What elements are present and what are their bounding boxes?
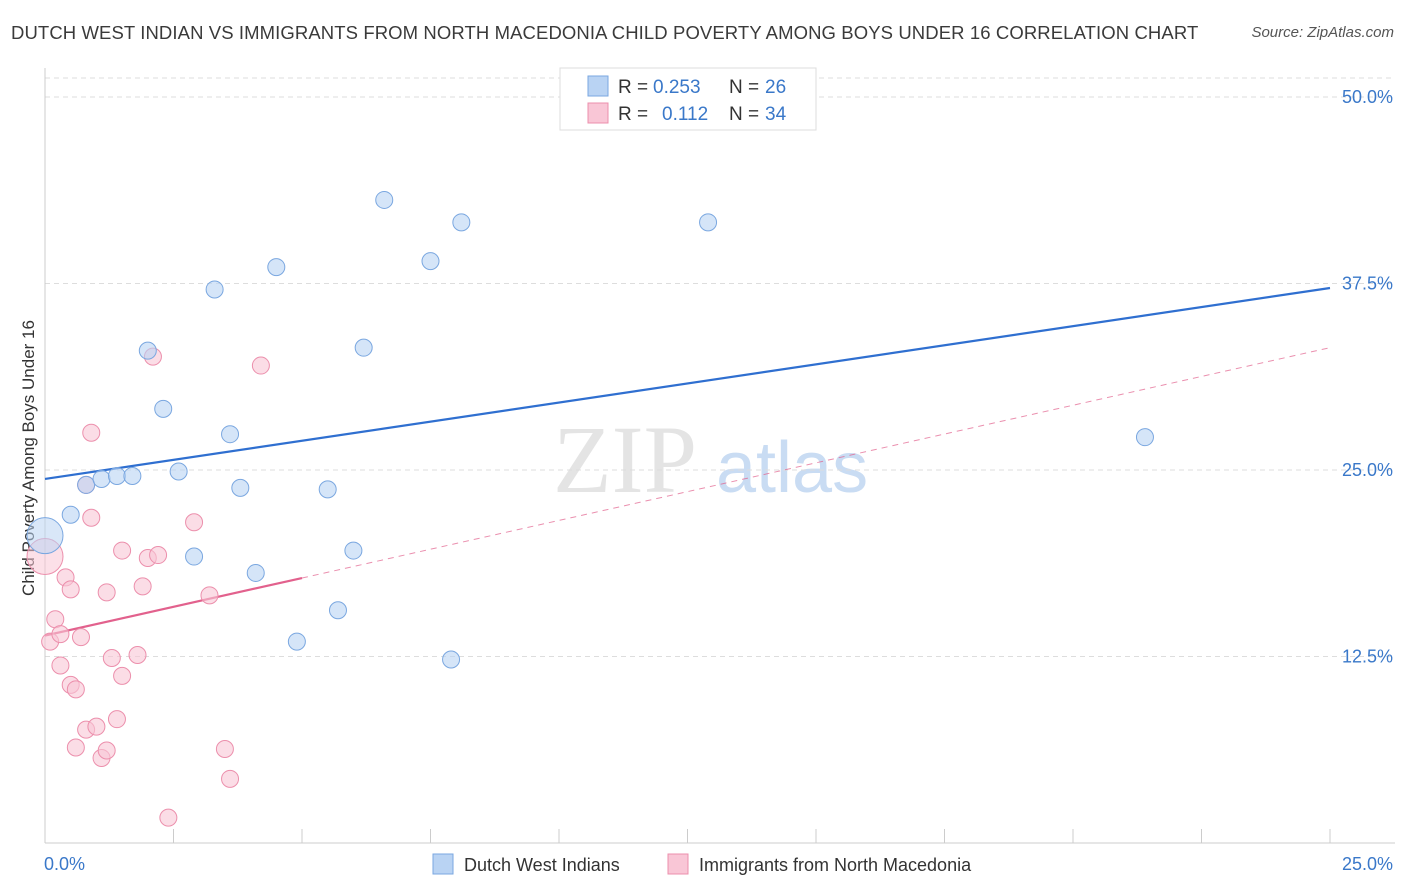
trend-line-dutch-west-indians bbox=[44, 286, 1331, 481]
series-legend: Dutch West Indians Immigrants from North… bbox=[432, 853, 972, 875]
point-north-macedonia bbox=[200, 586, 219, 605]
point-dutch-west-indians bbox=[452, 213, 471, 232]
source-label: Source: ZipAtlas.com bbox=[1251, 24, 1394, 41]
watermark-atlas: atlas bbox=[716, 428, 868, 508]
point-dutch-west-indians bbox=[1135, 428, 1154, 447]
bottom-legend-swatch-blue bbox=[432, 853, 454, 875]
point-dutch-west-indians bbox=[375, 190, 394, 209]
point-north-macedonia bbox=[97, 741, 116, 760]
point-dutch-west-indians bbox=[92, 469, 111, 488]
y-tick-label-1: 25.0% bbox=[1342, 460, 1393, 480]
point-north-macedonia bbox=[251, 356, 270, 375]
point-north-macedonia bbox=[159, 808, 178, 827]
point-dutch-west-indians bbox=[442, 650, 461, 669]
legend-swatch-blue bbox=[587, 75, 609, 97]
point-dutch-west-indians bbox=[26, 517, 64, 555]
y-tick-label-2: 37.5% bbox=[1342, 274, 1393, 294]
axes bbox=[44, 68, 1395, 844]
point-north-macedonia bbox=[128, 646, 147, 665]
x-tick-labels: 0.0% 25.0% bbox=[44, 854, 1393, 874]
point-dutch-west-indians bbox=[205, 280, 224, 299]
bottom-legend-label-1: Dutch West Indians bbox=[464, 855, 620, 875]
point-dutch-west-indians bbox=[231, 478, 250, 497]
point-north-macedonia bbox=[46, 610, 65, 629]
series-dutch-west-indians-points bbox=[26, 190, 1154, 669]
point-north-macedonia bbox=[66, 680, 85, 699]
point-dutch-west-indians bbox=[287, 632, 306, 651]
point-dutch-west-indians bbox=[154, 399, 173, 418]
bottom-legend-label-2: Immigrants from North Macedonia bbox=[699, 855, 972, 875]
chart-title: DUTCH WEST INDIAN VS IMMIGRANTS FROM NOR… bbox=[11, 22, 1199, 43]
legend-n-value-1: 26 bbox=[765, 77, 786, 98]
legend-n-label-1: N = bbox=[729, 77, 759, 98]
point-dutch-west-indians bbox=[77, 475, 96, 494]
point-dutch-west-indians bbox=[221, 425, 240, 444]
series-north-macedonia-points bbox=[26, 347, 270, 827]
bottom-legend-swatch-pink bbox=[667, 853, 689, 875]
legend-n-label-2: N = bbox=[729, 104, 759, 125]
point-dutch-west-indians bbox=[185, 547, 204, 566]
legend-r-value-2: 0.112 bbox=[662, 104, 708, 125]
x-tick-label-0: 0.0% bbox=[44, 854, 85, 874]
point-north-macedonia bbox=[113, 666, 132, 685]
point-north-macedonia bbox=[87, 717, 106, 736]
watermark: ZIP atlas bbox=[553, 406, 868, 513]
y-tick-label-3: 50.0% bbox=[1342, 87, 1393, 107]
point-north-macedonia bbox=[82, 423, 101, 442]
point-north-macedonia bbox=[71, 628, 90, 647]
point-dutch-west-indians bbox=[318, 480, 337, 499]
y-tick-labels: 12.5% 25.0% 37.5% 50.0% bbox=[1342, 87, 1393, 667]
point-dutch-west-indians bbox=[328, 601, 347, 620]
legend-swatch-pink bbox=[587, 102, 609, 124]
point-dutch-west-indians bbox=[267, 258, 286, 277]
point-north-macedonia bbox=[133, 577, 152, 596]
point-dutch-west-indians bbox=[169, 462, 188, 481]
point-dutch-west-indians bbox=[344, 541, 363, 560]
y-tick-label-0: 12.5% bbox=[1342, 647, 1393, 667]
trend-lines bbox=[44, 286, 1331, 637]
point-dutch-west-indians bbox=[107, 466, 126, 485]
point-north-macedonia bbox=[113, 541, 132, 560]
point-north-macedonia bbox=[107, 710, 126, 729]
legend-n-value-2: 34 bbox=[765, 104, 787, 125]
point-north-macedonia bbox=[82, 508, 101, 527]
correlation-legend: R = 0.253 N = 26 R = 0.112 N = 34 bbox=[559, 67, 817, 131]
point-dutch-west-indians bbox=[246, 563, 265, 582]
point-dutch-west-indians bbox=[61, 505, 80, 524]
point-dutch-west-indians bbox=[138, 341, 157, 360]
point-north-macedonia bbox=[149, 546, 168, 565]
point-north-macedonia bbox=[221, 769, 240, 788]
point-north-macedonia bbox=[51, 625, 70, 644]
point-dutch-west-indians bbox=[421, 252, 440, 271]
watermark-zip: ZIP bbox=[553, 406, 697, 513]
legend-r-label-1: R = bbox=[618, 77, 648, 98]
point-dutch-west-indians bbox=[123, 466, 142, 485]
point-north-macedonia bbox=[215, 740, 234, 759]
point-north-macedonia bbox=[185, 513, 204, 532]
point-dutch-west-indians bbox=[354, 338, 373, 357]
legend-r-label-2: R = bbox=[618, 104, 648, 125]
point-north-macedonia bbox=[61, 580, 80, 599]
point-north-macedonia bbox=[66, 738, 85, 757]
trend-line-north-macedonia-solid bbox=[44, 576, 303, 637]
point-north-macedonia bbox=[51, 656, 70, 675]
point-north-macedonia bbox=[102, 648, 121, 667]
point-dutch-west-indians bbox=[699, 213, 718, 232]
legend-r-value-1: 0.253 bbox=[653, 77, 701, 98]
x-tick-label-1: 25.0% bbox=[1342, 854, 1393, 874]
point-north-macedonia bbox=[97, 583, 116, 602]
